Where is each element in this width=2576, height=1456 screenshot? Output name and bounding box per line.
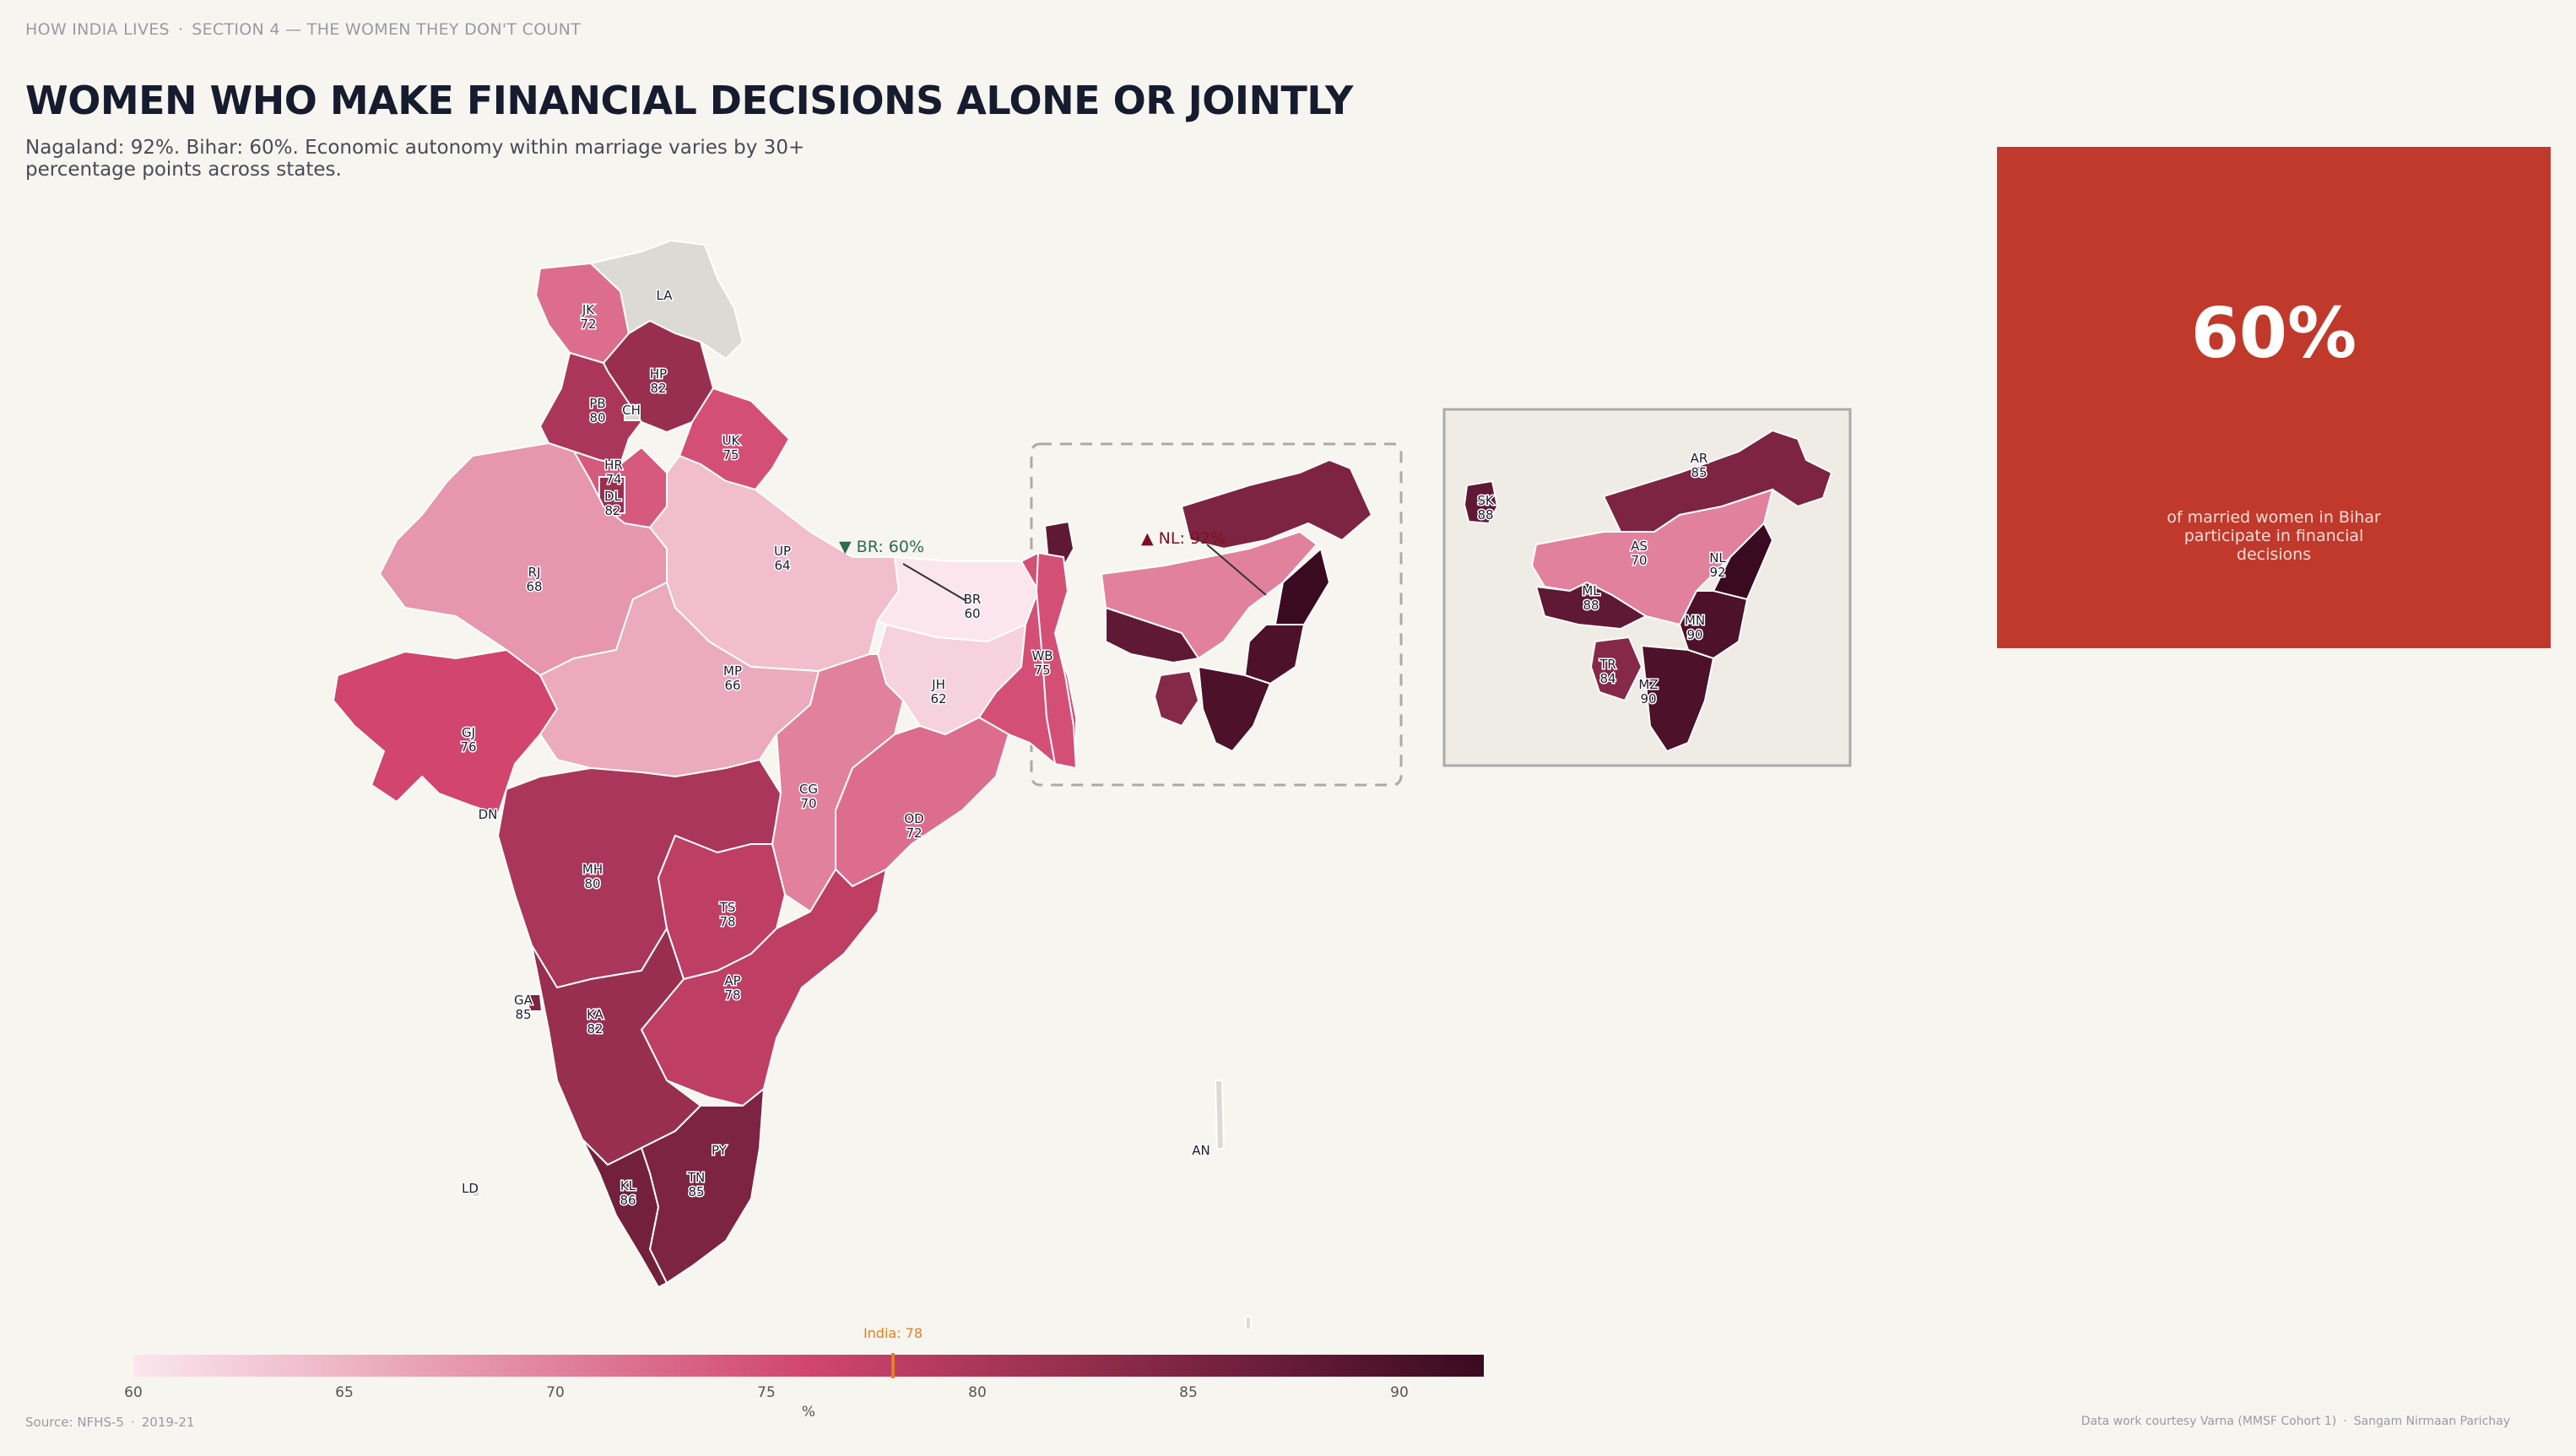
state-label-wb: WB 75 <box>1031 648 1053 678</box>
legend-unit: % <box>802 1404 815 1421</box>
state-label-jk: JK 72 <box>580 302 596 332</box>
page-title: WOMEN WHO MAKE FINANCIAL DECISIONS ALONE… <box>25 78 1353 123</box>
state-label-ka: KA 82 <box>587 1007 604 1037</box>
legend-tick-label: 65 <box>335 1384 354 1401</box>
state-label-hr: HR 74 <box>604 457 623 487</box>
stat-caption: of married women in Bihar participate in… <box>2167 508 2381 564</box>
state-label-ch: CH <box>622 403 641 418</box>
state-label-od: OD 72 <box>904 811 923 841</box>
color-legend: India: 78 60 65 70 75 80 85 90 % <box>124 1325 1484 1421</box>
state-label-br: BR 60 <box>964 592 982 621</box>
state-label-la: LA <box>657 288 674 303</box>
bihar-stat-card: 60% of married women in Bihar participat… <box>1997 147 2551 648</box>
credit-note: Data work courtesy Varna (MMSF Cohort 1)… <box>2081 1415 2510 1428</box>
state-label-an: AN <box>1192 1143 1210 1158</box>
state-gj <box>332 648 559 816</box>
legend-tick-label: 80 <box>968 1384 987 1401</box>
state-label-ap: AP 78 <box>724 973 740 1003</box>
legend-tick-label: 85 <box>1179 1384 1198 1401</box>
page-subtitle: Nagaland: 92%. Bihar: 60%. Economic auto… <box>25 137 805 181</box>
state-label-mp: MP 66 <box>723 663 742 693</box>
northeast-zoom-frame <box>1030 442 1403 787</box>
legend-gradient-bar <box>133 1355 1484 1377</box>
inset-state-mz <box>1640 644 1715 753</box>
legend-india-label: India: 78 <box>863 1325 923 1341</box>
state-ch <box>624 404 641 421</box>
inset-state-tr <box>1589 636 1643 702</box>
state-label-tn: TN 85 <box>687 1170 705 1199</box>
state-kl <box>582 1139 668 1289</box>
state-label-py: PY <box>712 1143 728 1158</box>
zoom-state-wbx <box>1035 551 1078 770</box>
zoom-state-nl <box>1273 547 1331 631</box>
inset-label-mn: MN 90 <box>1685 613 1705 642</box>
inset-label-tr: TR 84 <box>1599 657 1616 686</box>
state-label-kl: KL 86 <box>620 1178 636 1208</box>
legend-india-marker <box>891 1353 895 1378</box>
inset-state-sk <box>1463 479 1499 525</box>
kicker: HOW INDIA LIVES · SECTION 4 — THE WOMEN TH… <box>25 20 582 39</box>
zoom-state-mn <box>1243 624 1306 685</box>
nagaland-callout-line <box>1206 544 1267 596</box>
inset-state-ml <box>1534 581 1648 631</box>
state-label-pb: PB 80 <box>589 396 605 425</box>
nagaland-callout: ▲ NL: 92% <box>1141 529 1226 548</box>
state-label-cg: CG 70 <box>799 782 818 811</box>
state-label-dl: DL 82 <box>604 489 622 518</box>
bihar-callout-line <box>902 563 967 602</box>
kicker-series: HOW INDIA LIVES <box>25 20 170 39</box>
stat-value: 60% <box>2190 294 2357 374</box>
state-label-ts: TS 78 <box>719 900 736 929</box>
zoom-state-ar <box>1180 458 1373 550</box>
inset-label-as: AS 70 <box>1631 539 1648 568</box>
state-label-ga: GA 85 <box>514 993 533 1022</box>
source-note: Source: NFHS-5 · 2019-21 <box>25 1415 195 1430</box>
inset-label-mz: MZ 90 <box>1638 677 1658 706</box>
state-ld <box>472 1189 480 1198</box>
legend-tick-label: 75 <box>757 1384 776 1401</box>
state-an <box>1214 1080 1252 1330</box>
inset-label-nl: NL 92 <box>1709 550 1726 580</box>
state-label-jh: JH 62 <box>930 677 946 706</box>
state-up <box>648 454 901 673</box>
state-label-uk: UK 75 <box>722 433 741 463</box>
zoom-state-ml <box>1105 606 1200 664</box>
state-label-mh: MH 80 <box>582 862 603 891</box>
legend-tick-label: 60 <box>124 1384 143 1401</box>
state-ka <box>531 926 702 1166</box>
zoom-state-tr <box>1153 669 1200 728</box>
state-od <box>835 716 1010 888</box>
state-label-gj: GJ 76 <box>460 725 476 755</box>
state-label-rj: RJ 68 <box>526 565 542 594</box>
state-ga <box>526 993 544 1012</box>
state-label-hp: HP 82 <box>650 366 667 396</box>
inset-label-sk: SK 88 <box>1477 493 1495 522</box>
bihar-callout: ▼ BR: 60% <box>839 538 924 556</box>
zoom-state-mz <box>1197 665 1272 753</box>
state-label-up: UP 64 <box>774 544 791 573</box>
legend-tick-label: 70 <box>546 1384 565 1401</box>
inset-label-ml: ML 88 <box>1582 583 1600 613</box>
state-label-ld: LD <box>462 1181 479 1196</box>
kicker-section: SECTION 4 — THE WOMEN THEY DON'T COUNT <box>192 20 582 39</box>
inset-label-ar: AR 85 <box>1691 451 1708 480</box>
state-ap <box>640 868 888 1107</box>
legend-tick-label: 90 <box>1390 1384 1409 1401</box>
state-label-dn: DN <box>479 807 498 822</box>
